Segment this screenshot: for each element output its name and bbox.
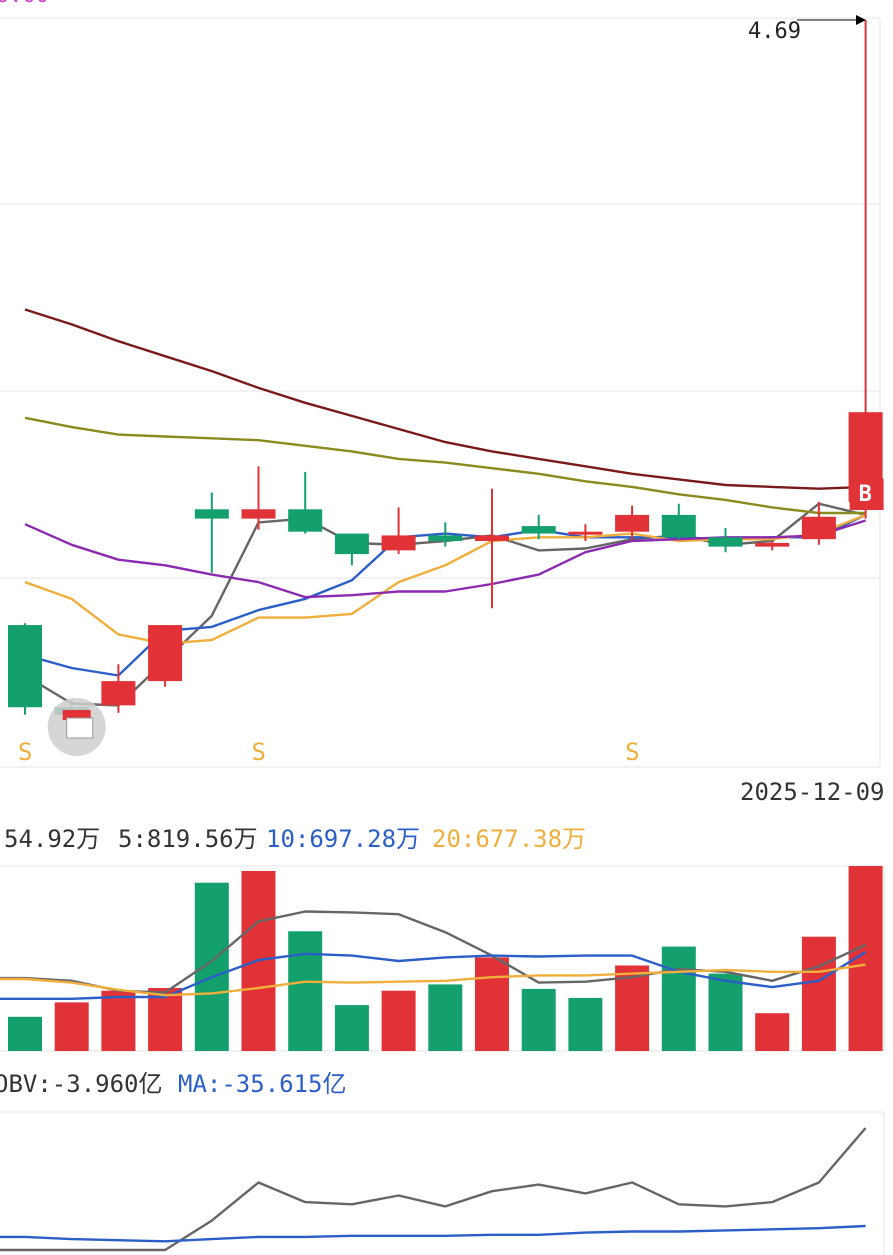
candle-body (615, 514, 650, 532)
high-annotation: 4.69 (748, 15, 866, 44)
volume-panel: 54.92万 5:819.56万 10:697.28万 20:677.38万 (0, 825, 885, 1052)
candle-body (521, 526, 556, 534)
ma-line (24, 308, 866, 490)
volume-average-lines (0, 910, 867, 1000)
candle-body (148, 625, 183, 682)
volume-bar (521, 988, 556, 1051)
obv-grid (0, 1111, 885, 1255)
volume-legend: 54.92万 5:819.56万 10:697.28万 20:677.38万 (4, 825, 586, 853)
buy-marker-label: B (859, 482, 872, 507)
volume-legend-item: 54.92万 (4, 825, 100, 853)
volume-bar (54, 1002, 89, 1051)
candle-body (381, 535, 416, 551)
candle-body (334, 533, 369, 555)
ma-line (24, 416, 866, 515)
candle-body (194, 509, 229, 519)
event-marker-flag (62, 710, 91, 720)
candle-body (428, 535, 463, 542)
volume-bar (568, 997, 603, 1051)
obv-line (0, 1127, 867, 1252)
volume-bar (288, 931, 323, 1051)
volume-average-line (0, 963, 866, 997)
obv-legend-item: MA:-35.615亿 (178, 1070, 347, 1098)
volume-bar (708, 973, 743, 1051)
volume-legend-item: 10:697.28万 (266, 825, 420, 853)
sell-marker: S (252, 738, 266, 766)
volume-bar (101, 990, 136, 1051)
buy-marker (849, 462, 884, 510)
end-date-label: 2025-12-09 (740, 778, 885, 806)
high-price-label: 4.69 (748, 19, 801, 44)
candle-body (288, 509, 323, 532)
price-grid (0, 17, 881, 768)
candle-body (475, 535, 509, 542)
event-marker-page (66, 717, 94, 739)
volume-bar (428, 984, 463, 1051)
candle-body (708, 537, 743, 547)
obv-legend: OBV:-3.960亿 MA:-35.615亿 (0, 1070, 347, 1098)
volume-bar (475, 957, 509, 1051)
volume-bars (8, 866, 883, 1051)
price-panel: S S S B 0.00 4.69 2025-12-09 (0, 0, 885, 806)
sell-marker: S (18, 738, 32, 766)
obv-legend-item: OBV:-3.960亿 (0, 1070, 163, 1098)
volume-average-line (0, 950, 867, 1000)
volume-bar (8, 1016, 42, 1051)
candle-body (661, 514, 696, 538)
candle-body (241, 509, 276, 519)
volume-bar (801, 936, 836, 1051)
candle-body (755, 542, 790, 547)
sell-marker: S (625, 738, 639, 766)
obv-panel: OBV:-3.960亿 MA:-35.615亿 (0, 1070, 885, 1255)
volume-bar (148, 988, 183, 1051)
candles (8, 20, 883, 728)
volume-legend-item: 5:819.56万 (118, 825, 258, 853)
obv-lines (0, 1127, 867, 1252)
signal-markers: S S S B (18, 462, 884, 766)
volume-bar (194, 882, 229, 1051)
candle-body (101, 681, 136, 706)
candle-body (801, 516, 836, 540)
volume-bar (615, 965, 650, 1051)
obv-line (0, 1224, 866, 1243)
volume-bar (755, 1013, 790, 1051)
volume-bar (381, 990, 416, 1051)
volume-bar (334, 1005, 369, 1051)
candle-body (568, 531, 603, 535)
candle-body (8, 625, 42, 708)
top-left-clipped-label: 0.00 (0, 0, 49, 8)
volume-bar (661, 946, 696, 1051)
volume-legend-item: 20:677.38万 (432, 825, 586, 853)
